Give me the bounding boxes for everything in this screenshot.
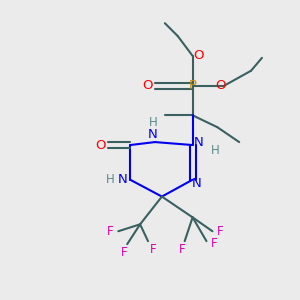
Text: N: N xyxy=(117,173,127,186)
Text: F: F xyxy=(107,225,114,238)
Text: O: O xyxy=(193,50,204,62)
Text: F: F xyxy=(121,245,128,259)
Text: O: O xyxy=(142,79,152,92)
Text: H: H xyxy=(106,173,115,186)
Text: N: N xyxy=(194,136,203,148)
Text: F: F xyxy=(150,243,156,256)
Text: F: F xyxy=(178,243,185,256)
Text: N: N xyxy=(148,128,158,141)
Text: O: O xyxy=(215,79,226,92)
Text: F: F xyxy=(217,225,224,238)
Text: F: F xyxy=(211,237,218,250)
Text: N: N xyxy=(192,177,201,190)
Text: O: O xyxy=(95,139,106,152)
Text: H: H xyxy=(211,143,220,157)
Text: P: P xyxy=(189,79,196,92)
Text: H: H xyxy=(148,116,157,129)
